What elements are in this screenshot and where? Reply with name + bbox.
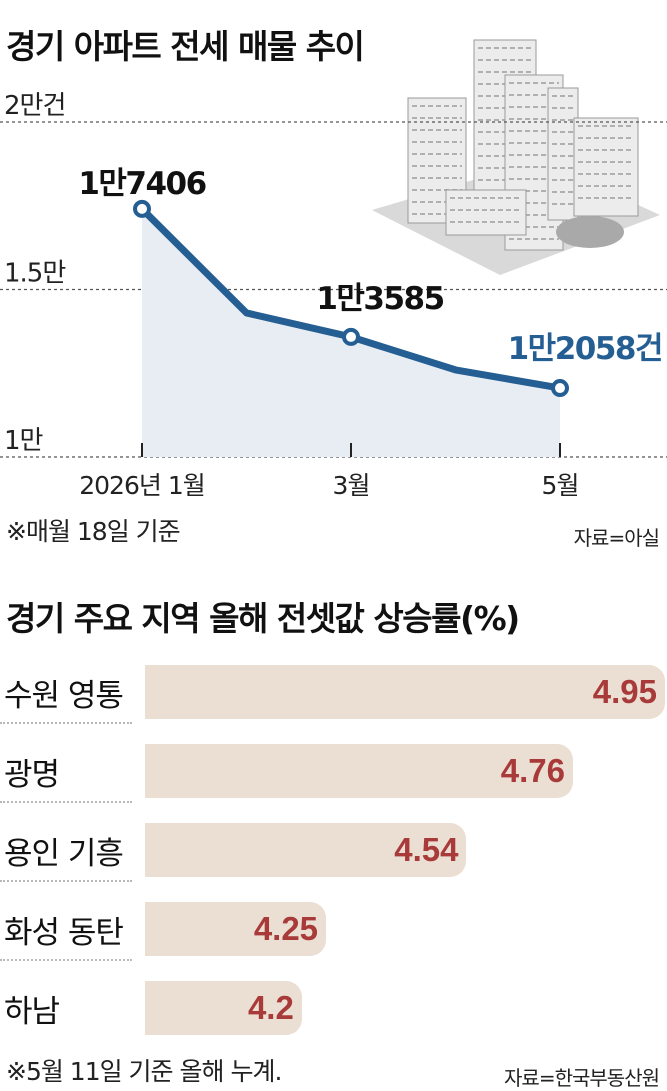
building-4 <box>573 117 639 217</box>
bar-value-label: 4.95 <box>592 673 657 710</box>
bar-category-label: 수원 영통 <box>4 678 124 714</box>
bar-value-label: 4.76 <box>500 752 565 789</box>
tree-cluster <box>556 216 624 248</box>
area-fill <box>142 208 560 457</box>
row-separator <box>0 722 132 724</box>
bar-row: 광명 4.76 <box>0 739 667 803</box>
bar-category-label: 하남 <box>4 994 60 1030</box>
bar: 4.54 <box>145 823 467 877</box>
bar-row: 화성 동탄 4.25 <box>0 897 667 961</box>
bar-category-label: 용인 기흥 <box>4 836 124 872</box>
bar: 4.95 <box>145 665 665 719</box>
data-point <box>551 379 569 398</box>
line-chart-title: 경기 아파트 전세 매물 추이 <box>6 27 365 66</box>
bar-value-label: 4.54 <box>394 831 459 868</box>
x-tick-label: 2026년 1월 <box>79 471 204 500</box>
data-point <box>133 199 151 218</box>
bar-row: 수원 영통 4.95 <box>0 660 667 724</box>
bar-chart-source: 자료=한국부동산원 <box>504 1066 660 1090</box>
bar-category-label: 화성 동탄 <box>4 915 124 951</box>
row-separator <box>0 959 132 961</box>
x-tick-label: 3월 <box>333 471 370 500</box>
data-label: 1만3585 <box>316 281 443 317</box>
y-tick-label: 2만건 <box>4 91 65 121</box>
building-5 <box>445 189 527 236</box>
bar-category-label: 광명 <box>4 757 60 793</box>
bar-value-label: 4.2 <box>247 989 294 1026</box>
bar-value-label: 4.25 <box>253 910 319 947</box>
line-chart: 2만건 1.5만 1만 1만7406 1만3585 1만2058건 2026년 1월 3월… <box>0 39 667 500</box>
line-chart-note: ※매월 18일 기준 <box>6 517 181 546</box>
data-point <box>342 327 360 346</box>
x-tick-label: 5월 <box>542 471 579 500</box>
bar-chart-title: 경기 주요 지역 올해 전셋값 상승률(%) <box>6 599 520 638</box>
y-tick-label: 1.5만 <box>4 259 65 289</box>
bar-row: 하남 4.2 <box>0 976 667 1040</box>
line-chart-source: 자료=아실 <box>573 526 660 550</box>
y-tick-label: 1만 <box>4 426 43 456</box>
bar: 4.25 <box>145 902 327 956</box>
bar-chart-note: ※5월 11일 기준 올해 누계. <box>6 1057 282 1086</box>
data-label: 1만7406 <box>78 166 205 202</box>
apartment-buildings-icon <box>372 39 660 275</box>
row-separator <box>0 801 132 803</box>
data-label: 1만2058건 <box>508 331 662 367</box>
bar: 4.2 <box>145 981 302 1035</box>
row-separator <box>0 880 132 882</box>
bar-row: 용인 기흥 4.54 <box>0 818 667 882</box>
building-3 <box>547 87 579 221</box>
bar: 4.76 <box>145 744 573 798</box>
